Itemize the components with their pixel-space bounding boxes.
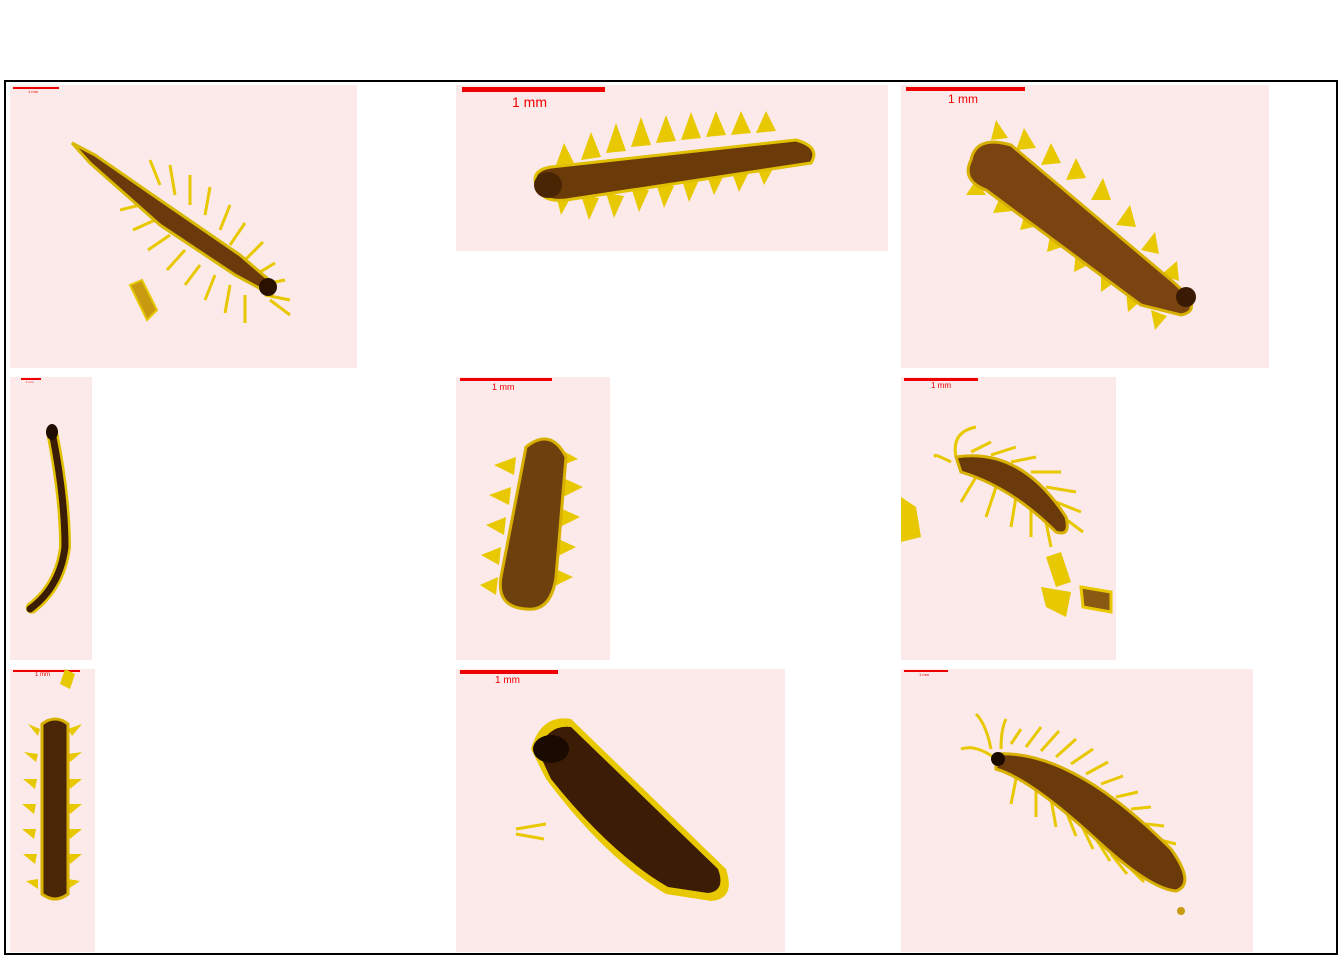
scale-bar — [13, 87, 59, 89]
scale-label: 1 mm — [948, 92, 978, 106]
scale-bar — [904, 378, 978, 381]
specimen-image — [960, 712, 1187, 915]
specimen-panel-6: 1 mm — [901, 377, 1116, 660]
scale-label: 1 mm — [919, 672, 929, 677]
specimen-image — [966, 120, 1196, 330]
specimen-image — [515, 718, 729, 901]
scale-bar — [13, 670, 80, 672]
scale-label: 1 mm — [28, 89, 38, 94]
specimen-panel-7: 1 mm — [10, 669, 95, 952]
specimen-image — [480, 437, 583, 611]
specimen-panel-3: 1 mm — [901, 85, 1269, 368]
specimen-panel-9: 1 mm — [901, 669, 1253, 952]
image-grid-frame — [4, 80, 1338, 955]
specimen-image — [24, 424, 72, 615]
scale-label: 1 mm — [495, 675, 520, 686]
scale-bar — [906, 87, 1025, 91]
scale-bar — [460, 670, 558, 674]
scale-label: 1 mm — [931, 381, 951, 390]
scale-label: 1 mm — [512, 94, 547, 110]
specimen-image — [70, 141, 291, 323]
scale-bar — [904, 670, 948, 672]
scale-bar — [21, 378, 41, 380]
specimen-panel-8: 1 mm — [456, 669, 785, 952]
specimen-image — [22, 669, 82, 901]
specimen-panel-4: 1 mm — [10, 377, 92, 660]
scale-label: 1 mm — [26, 380, 34, 384]
specimen-panel-1: 1 mm — [10, 85, 357, 368]
specimen-panel-2: 1 mm — [456, 85, 888, 251]
specimen-image — [901, 425, 1113, 617]
specimen-image — [533, 111, 816, 220]
scale-bar — [460, 378, 552, 381]
scale-bar — [462, 87, 605, 92]
specimen-panel-5: 1 mm — [456, 377, 610, 660]
scale-label: 1 mm — [492, 382, 515, 392]
scale-label: 1 mm — [35, 672, 50, 678]
